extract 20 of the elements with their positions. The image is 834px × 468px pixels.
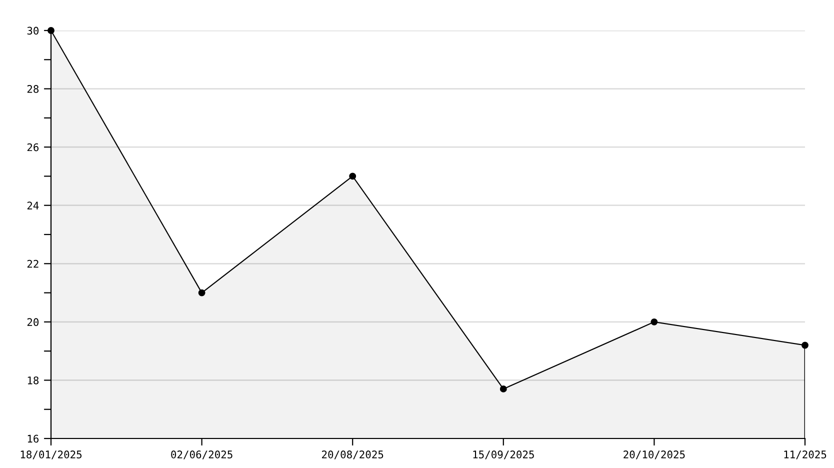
point bbox=[349, 172, 356, 180]
y-tick-label: 26 bbox=[27, 143, 39, 152]
y-tick-label: 20 bbox=[27, 318, 39, 326]
y-tick-label: 24 bbox=[27, 202, 39, 210]
y-tick-label: 18 bbox=[28, 376, 39, 384]
y-tick-label: 22 bbox=[27, 260, 38, 268]
point bbox=[802, 342, 808, 349]
point bbox=[500, 385, 507, 392]
point bbox=[198, 289, 206, 296]
x-tick-label: 02/06/2025 bbox=[171, 450, 232, 460]
x-tick-label: 20/10/2025 bbox=[624, 450, 685, 460]
x-tick-label: 11/2025 bbox=[784, 450, 826, 460]
point bbox=[650, 318, 658, 326]
x-tick-label: 20/08/2025 bbox=[322, 450, 384, 460]
x-tick-label: 15/09/2025 bbox=[473, 450, 534, 460]
y-tick-label: 30 bbox=[27, 26, 39, 35]
y-tick-label: 28 bbox=[27, 85, 39, 93]
y-tick-label: 16 bbox=[28, 434, 39, 443]
point bbox=[48, 27, 54, 34]
x-tick-label: 18/01/2025 bbox=[20, 450, 82, 460]
